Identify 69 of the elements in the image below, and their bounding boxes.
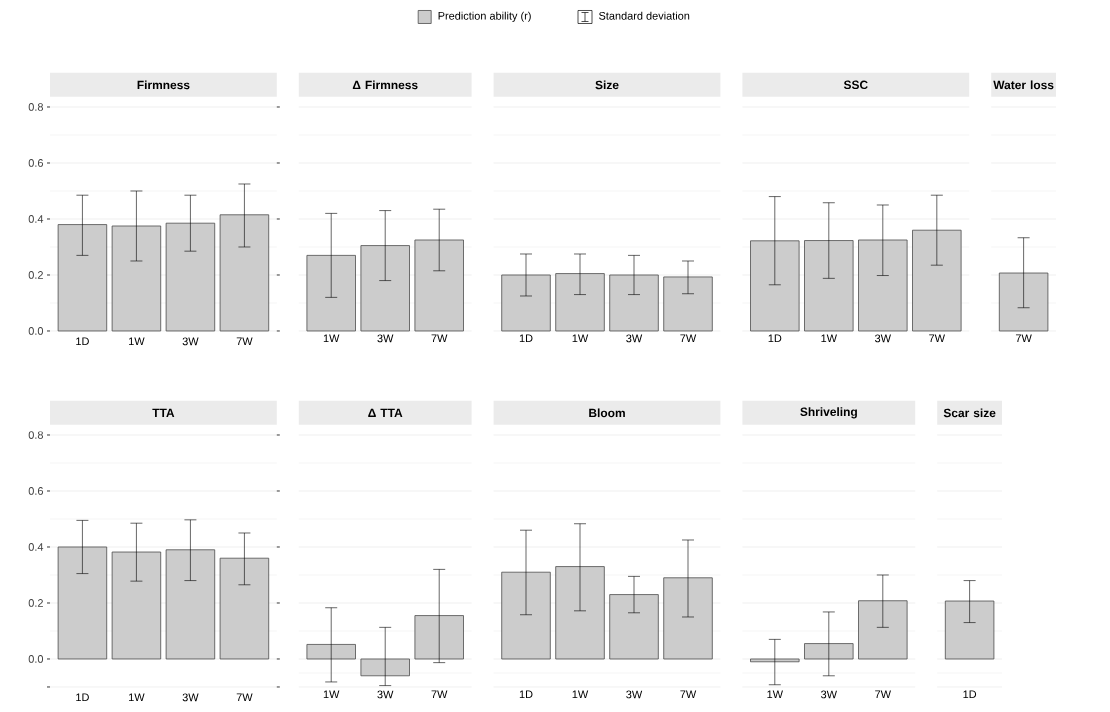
x-tick-label: 7W — [431, 690, 448, 699]
x-tick-label: 7W — [1015, 334, 1032, 343]
x-tick-label: 7W — [875, 690, 891, 699]
x-tick-label: 3W — [377, 334, 394, 343]
bar — [165, 549, 216, 660]
chart-title: Scar size — [943, 408, 996, 418]
bar — [501, 571, 551, 660]
x-tick-label: 1W — [572, 334, 589, 343]
chart-title: TTA — [152, 408, 175, 417]
bar — [804, 240, 854, 332]
x-tick-label: 1W — [821, 334, 837, 343]
x-tick-label: 1W — [129, 693, 145, 702]
x-tick-label: 3W — [182, 693, 199, 702]
x-tick-label: 3W — [821, 690, 837, 699]
bar — [858, 239, 908, 332]
chart-title: Δ Firmness — [352, 80, 418, 90]
x-tick-label: 3W — [377, 690, 394, 699]
x-tick-label: 7W — [236, 337, 253, 346]
y-tick-label: 0.6 — [28, 487, 43, 495]
x-tick-label: 3W — [875, 334, 891, 343]
x-tick-label: 1D — [963, 690, 977, 699]
x-tick-label: 1D — [519, 690, 533, 699]
y-tick-label: 0.0 — [28, 327, 44, 335]
bar — [663, 577, 713, 660]
x-tick-label: 1W — [323, 334, 340, 343]
bar — [219, 557, 270, 660]
y-tick-label: 0.8 — [28, 431, 43, 439]
y-tick-label: 0.0 — [28, 655, 44, 663]
x-tick-label: 1D — [76, 337, 89, 346]
bar — [219, 214, 270, 332]
chart-title: Δ TTA — [368, 408, 403, 417]
bar — [555, 566, 605, 660]
bar — [57, 224, 108, 332]
x-tick-label: 3W — [626, 334, 643, 343]
y-tick-label: 0.8 — [28, 103, 43, 111]
text: Standard deviation — [599, 11, 690, 20]
bar — [111, 551, 162, 660]
bar — [912, 229, 962, 332]
chart-title: Water loss — [993, 80, 1054, 90]
bar — [165, 222, 216, 332]
chart-title: Bloom — [589, 408, 625, 418]
x-tick-label: 7W — [236, 693, 253, 702]
chart-title: Shriveling — [800, 407, 857, 419]
x-tick-label: 1W — [572, 690, 589, 699]
chart-title: Size — [595, 80, 619, 90]
x-tick-label: 3W — [626, 690, 643, 699]
x-tick-label: 1W — [129, 337, 145, 346]
bar — [609, 594, 659, 660]
y-tick-label: 0.6 — [28, 159, 43, 167]
x-tick-label: 7W — [929, 334, 945, 343]
y-tick-label: 0.2 — [28, 599, 43, 607]
chart-title: SSC — [843, 80, 868, 90]
x-tick-label: 7W — [680, 334, 697, 343]
x-tick-label: 1W — [323, 690, 340, 699]
y-tick-label: 0.4 — [28, 215, 44, 223]
legend-label: Prediction ability (r) — [438, 11, 531, 22]
bar — [750, 240, 800, 332]
bar — [57, 546, 108, 660]
chart-title: Firmness — [137, 80, 190, 90]
x-tick-label: 1D — [519, 334, 533, 343]
x-tick-label: 1D — [768, 334, 782, 343]
x-tick-label: 1D — [76, 693, 89, 702]
x-tick-label: 7W — [431, 334, 448, 343]
y-tick-label: 0.2 — [28, 271, 43, 279]
x-tick-label: 1W — [767, 690, 783, 699]
x-tick-label: 7W — [680, 690, 697, 699]
bar — [111, 225, 162, 332]
x-tick-label: 3W — [182, 337, 199, 346]
y-tick-label: 0.4 — [28, 543, 44, 551]
